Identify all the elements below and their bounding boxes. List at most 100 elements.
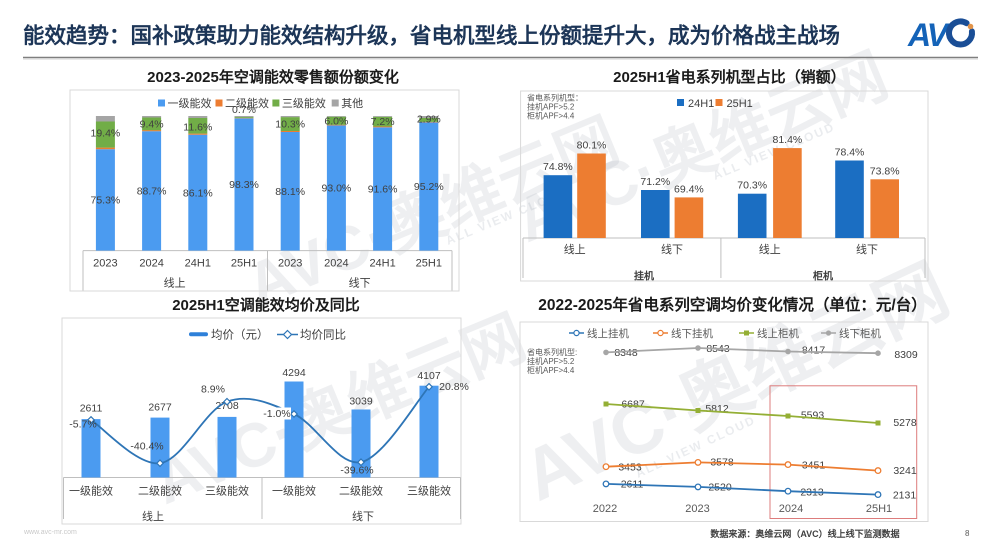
svg-text:柜机: 柜机 xyxy=(812,270,833,283)
svg-text:2024: 2024 xyxy=(324,258,348,270)
svg-text:2023: 2023 xyxy=(93,258,117,270)
svg-text:挂机APF>5.2: 挂机APF>5.2 xyxy=(527,356,575,366)
svg-text:80.1%: 80.1% xyxy=(577,140,607,152)
svg-text:2611: 2611 xyxy=(80,403,103,415)
svg-text:86.1%: 86.1% xyxy=(183,187,213,199)
svg-text:95.2%: 95.2% xyxy=(414,181,444,193)
svg-text:2024: 2024 xyxy=(139,258,163,270)
svg-text:www.avc-mr.com: www.avc-mr.com xyxy=(23,529,77,536)
svg-text:其他: 其他 xyxy=(341,97,363,110)
svg-text:88.7%: 88.7% xyxy=(137,186,167,198)
svg-text:均价（元）: 均价（元） xyxy=(211,329,269,342)
svg-text:三级能效: 三级能效 xyxy=(407,484,451,498)
svg-text:二级能效: 二级能效 xyxy=(225,96,269,110)
svg-text:93.0%: 93.0% xyxy=(322,183,352,195)
svg-text:-39.6%: -39.6% xyxy=(340,465,373,477)
svg-text:3453: 3453 xyxy=(618,461,642,473)
svg-text:一级能效: 一级能效 xyxy=(168,96,212,110)
svg-text:70.3%: 70.3% xyxy=(737,180,767,192)
svg-text:-40.4%: -40.4% xyxy=(130,440,163,452)
svg-text:2131: 2131 xyxy=(893,489,917,501)
svg-text:0.7%: 0.7% xyxy=(232,104,256,116)
svg-text:9.4%: 9.4% xyxy=(140,119,164,131)
svg-text:6.0%: 6.0% xyxy=(324,115,348,127)
svg-text:挂机APF>5.2: 挂机APF>5.2 xyxy=(527,102,575,112)
svg-text:柜机APF>4.4: 柜机APF>4.4 xyxy=(527,365,575,375)
svg-text:2023: 2023 xyxy=(278,258,302,270)
svg-text:98.3%: 98.3% xyxy=(229,179,259,191)
svg-text:8309: 8309 xyxy=(894,349,918,361)
svg-text:一级能效: 一级能效 xyxy=(69,484,113,498)
svg-text:线上柜机: 线上柜机 xyxy=(757,327,799,340)
svg-text:2025H1省电系列机型占比（销额）: 2025H1省电系列机型占比（销额） xyxy=(613,68,846,86)
svg-text:4107: 4107 xyxy=(417,370,441,382)
svg-text:8348: 8348 xyxy=(614,347,638,359)
svg-text:71.2%: 71.2% xyxy=(640,176,670,188)
svg-text:2023-2025年空调能效零售额份额变化: 2023-2025年空调能效零售额份额变化 xyxy=(147,68,399,86)
svg-text:7.2%: 7.2% xyxy=(371,116,395,128)
svg-text:三级能效: 三级能效 xyxy=(282,96,326,110)
svg-text:线上: 线上 xyxy=(164,276,186,290)
svg-text:25H1: 25H1 xyxy=(231,258,257,270)
svg-text:-1.0%: -1.0% xyxy=(263,408,290,420)
svg-text:24H1: 24H1 xyxy=(369,258,395,270)
svg-text:2677: 2677 xyxy=(148,402,172,414)
svg-text:2708: 2708 xyxy=(215,400,239,412)
svg-text:柜机APF>4.4: 柜机APF>4.4 xyxy=(527,111,575,121)
svg-text:线上: 线上 xyxy=(759,242,781,256)
svg-text:4294: 4294 xyxy=(282,367,306,379)
svg-text:8417: 8417 xyxy=(802,345,826,357)
svg-text:11.6%: 11.6% xyxy=(183,122,212,134)
svg-text:三级能效: 三级能效 xyxy=(205,484,249,498)
svg-text:二级能效: 二级能效 xyxy=(339,484,383,498)
svg-text:2.9%: 2.9% xyxy=(417,114,441,126)
svg-text:8: 8 xyxy=(965,529,970,538)
svg-text:75.3%: 75.3% xyxy=(91,195,121,207)
svg-text:6687: 6687 xyxy=(621,399,645,411)
svg-text:25H1: 25H1 xyxy=(866,503,892,515)
svg-text:19.4%: 19.4% xyxy=(91,128,121,140)
svg-text:10.3%: 10.3% xyxy=(275,119,305,131)
svg-text:二级能效: 二级能效 xyxy=(138,484,182,498)
svg-text:挂机: 挂机 xyxy=(634,270,654,283)
svg-text:2022-2025年省电系列空调均价变化情况（单位：元/台）: 2022-2025年省电系列空调均价变化情况（单位：元/台） xyxy=(538,295,926,314)
svg-text:线上挂机: 线上挂机 xyxy=(587,327,629,340)
svg-text:省电系列机型:: 省电系列机型: xyxy=(527,347,577,357)
svg-text:线下柜机: 线下柜机 xyxy=(839,327,881,340)
svg-text:24H1: 24H1 xyxy=(185,258,211,270)
svg-text:线上: 线上 xyxy=(142,509,164,523)
svg-text:线下: 线下 xyxy=(856,242,878,256)
svg-text:20.8%: 20.8% xyxy=(439,381,469,393)
svg-text:3241: 3241 xyxy=(893,465,917,477)
svg-text:5812: 5812 xyxy=(705,403,729,415)
svg-text:均价同比: 均价同比 xyxy=(300,329,346,342)
svg-text:25H1: 25H1 xyxy=(416,258,442,270)
svg-text:线下: 线下 xyxy=(661,242,683,256)
svg-text:线下: 线下 xyxy=(349,276,371,290)
svg-text:能效趋势：国补政策助力能效结构升级，省电机型线上份额提升大，: 能效趋势：国补政策助力能效结构升级，省电机型线上份额提升大，成为价格战主战场 xyxy=(23,23,840,48)
svg-text:81.4%: 81.4% xyxy=(773,134,803,146)
svg-text:线下: 线下 xyxy=(352,509,374,523)
svg-text:2024: 2024 xyxy=(779,503,803,515)
svg-text:数据来源：奥维云网（AVC）线上线下监测数据: 数据来源：奥维云网（AVC）线上线下监测数据 xyxy=(710,528,899,539)
svg-text:2022: 2022 xyxy=(593,503,617,515)
svg-text:3451: 3451 xyxy=(802,459,826,471)
svg-text:3039: 3039 xyxy=(349,396,373,408)
svg-text:78.4%: 78.4% xyxy=(835,147,865,159)
svg-text:8.9%: 8.9% xyxy=(201,384,225,396)
svg-text:5593: 5593 xyxy=(801,410,825,422)
svg-text:2025H1空调能效均价及同比: 2025H1空调能效均价及同比 xyxy=(172,296,360,314)
svg-text:73.8%: 73.8% xyxy=(870,165,900,177)
svg-text:69.4%: 69.4% xyxy=(674,183,704,195)
svg-text:一级能效: 一级能效 xyxy=(272,484,316,498)
svg-text:线上: 线上 xyxy=(564,242,586,256)
svg-text:88.1%: 88.1% xyxy=(275,186,305,198)
svg-text:5278: 5278 xyxy=(893,417,917,429)
svg-text:74.8%: 74.8% xyxy=(543,161,573,173)
svg-text:-5.7%: -5.7% xyxy=(69,418,96,430)
svg-text:2023: 2023 xyxy=(685,503,709,515)
svg-text:省电系列机型：: 省电系列机型： xyxy=(527,93,583,103)
svg-text:91.6%: 91.6% xyxy=(368,184,398,196)
svg-text:24H1: 24H1 xyxy=(688,98,714,110)
svg-text:线下挂机: 线下挂机 xyxy=(671,327,713,340)
